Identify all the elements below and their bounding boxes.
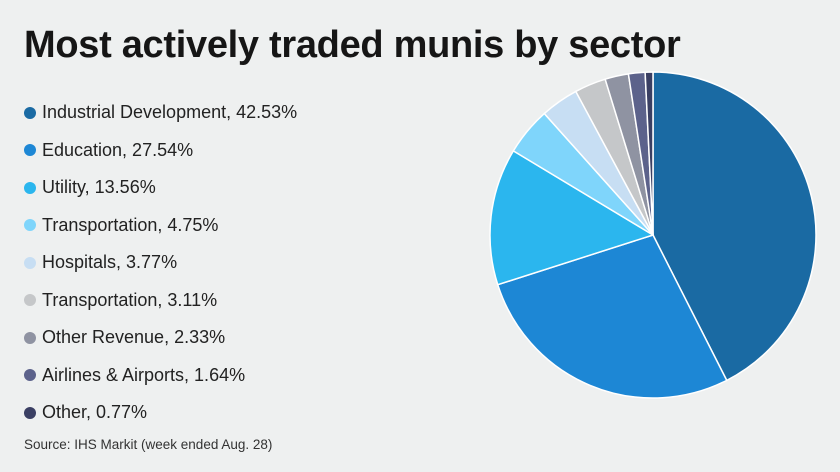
legend-label: Other Revenue, 2.33% (42, 327, 226, 348)
legend-item: Other Revenue, 2.33% (24, 319, 297, 357)
legend-item: Education, 27.54% (24, 132, 297, 170)
pie-slice (489, 150, 654, 286)
legend-swatch (24, 331, 36, 344)
legend-item: Industrial Development, 42.53% (24, 94, 297, 132)
legend-item: Other, 0.77% (24, 394, 297, 432)
legend-swatch (24, 369, 36, 382)
pie-slice (497, 234, 728, 399)
legend-item: Hospitals, 3.77% (24, 244, 297, 282)
legend-item: Transportation, 4.75% (24, 207, 297, 245)
legend-label: Airlines & Airports, 1.64% (42, 364, 246, 385)
legend-label: Hospitals, 3.77% (42, 252, 178, 273)
legend-item: Airlines & Airports, 1.64% (24, 357, 297, 395)
legend-label: Transportation, 4.75% (42, 214, 219, 235)
legend-swatch (24, 219, 36, 232)
legend-label: Industrial Development, 42.53% (42, 102, 298, 123)
legend-swatch (24, 406, 36, 419)
legend-swatch (24, 181, 36, 194)
legend-swatch (24, 294, 36, 307)
legend-label: Other, 0.77% (42, 402, 148, 423)
legend-label: Transportation, 3.11% (42, 289, 218, 310)
legend-item: Transportation, 3.11% (24, 282, 297, 320)
legend-swatch (24, 144, 36, 157)
pie-slice (644, 71, 654, 236)
legend-label: Education, 27.54% (42, 139, 194, 160)
legend: Industrial Development, 42.53% Education,… (24, 94, 297, 432)
legend-swatch (24, 106, 36, 119)
legend-label: Utility, 13.56% (42, 177, 156, 198)
legend-item: Utility, 13.56% (24, 169, 297, 207)
legend-swatch (24, 256, 36, 269)
source-note: Source: IHS Markit (week ended Aug. 28) (24, 437, 273, 452)
pie-slice (652, 71, 817, 382)
chart-title: Most actively traded munis by sector (24, 24, 681, 66)
